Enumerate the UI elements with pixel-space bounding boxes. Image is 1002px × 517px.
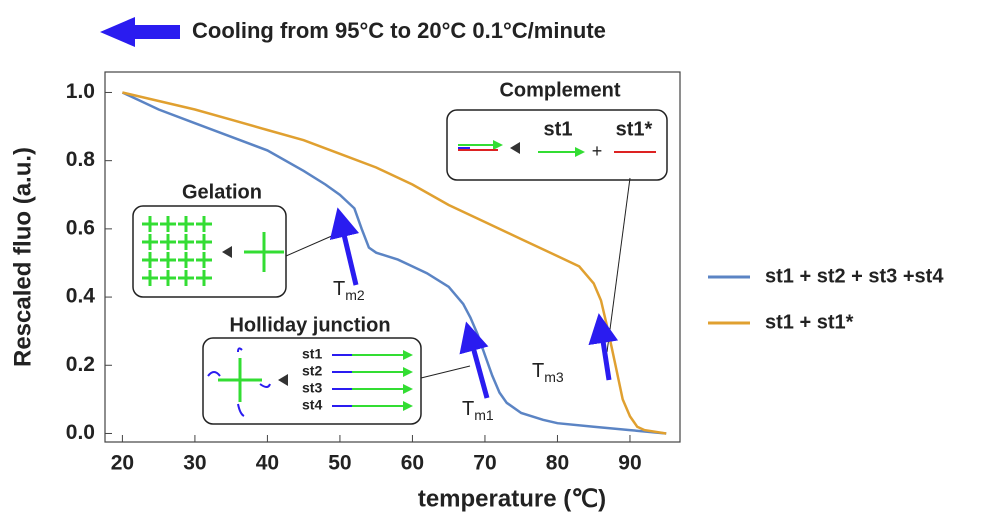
x-tick-label: 90	[618, 452, 641, 475]
y-tick-label: 0.0	[66, 421, 95, 444]
y-axis-label: Rescaled fluo (a.u.)	[9, 147, 36, 367]
strand-label: st1	[544, 118, 573, 140]
transition-arrow	[329, 207, 360, 286]
chart-title: Cooling from 95°C to 20°C 0.1°C/minute	[192, 18, 606, 43]
inset-box	[446, 109, 668, 181]
y-tick-label: 0.6	[66, 216, 95, 239]
x-tick-label: 20	[111, 452, 134, 475]
transition-arrow	[459, 321, 490, 399]
tm-label: Tm2	[333, 278, 365, 302]
small-arrow	[278, 374, 288, 386]
y-tick-label: 0.2	[66, 353, 95, 376]
inset-box	[202, 337, 422, 425]
annotation: Gelation	[182, 181, 262, 203]
junction-glyph	[207, 347, 271, 417]
y-tick-label: 0.4	[66, 285, 96, 308]
strand-label: st1	[302, 346, 322, 362]
tm-label: Tm3	[532, 360, 564, 384]
y-tick-label: 0.8	[66, 148, 96, 171]
x-tick-label: 50	[328, 452, 351, 475]
inset-box	[132, 205, 287, 298]
annotation: Holliday junction	[229, 314, 390, 336]
series-line	[121, 91, 667, 435]
gel-glyph	[142, 216, 212, 286]
strand-label: st4	[302, 397, 322, 413]
small-arrow	[510, 142, 520, 154]
x-tick-label: 40	[256, 452, 279, 475]
series-line	[122, 91, 667, 435]
plus-sign: +	[592, 141, 603, 161]
junction-glyph	[244, 232, 284, 272]
annotation: Complement	[499, 79, 620, 101]
y-tick-label: 1.0	[66, 80, 95, 103]
strand-label: st3	[302, 380, 322, 396]
legend-label: st1 + st1*	[765, 311, 854, 333]
plot-frame	[104, 71, 681, 443]
strand-label: st1*	[616, 118, 653, 140]
x-tick-label: 80	[546, 452, 569, 475]
leader-line	[420, 365, 471, 379]
x-axis-label: temperature (℃)	[418, 485, 606, 512]
legend-label: st1 + st2 + st3 +st4	[765, 265, 944, 287]
cooling-arrow	[100, 17, 180, 47]
small-arrow	[222, 246, 232, 258]
transition-arrow	[588, 313, 619, 381]
x-tick-label: 30	[183, 452, 206, 475]
x-tick-label: 70	[473, 452, 496, 475]
tm-label: Tm1	[462, 398, 494, 422]
x-tick-label: 60	[401, 452, 424, 475]
leader-line	[285, 234, 335, 257]
leader-line	[606, 177, 631, 353]
duplex-glyph	[458, 140, 503, 151]
strand-label: st2	[302, 363, 322, 379]
